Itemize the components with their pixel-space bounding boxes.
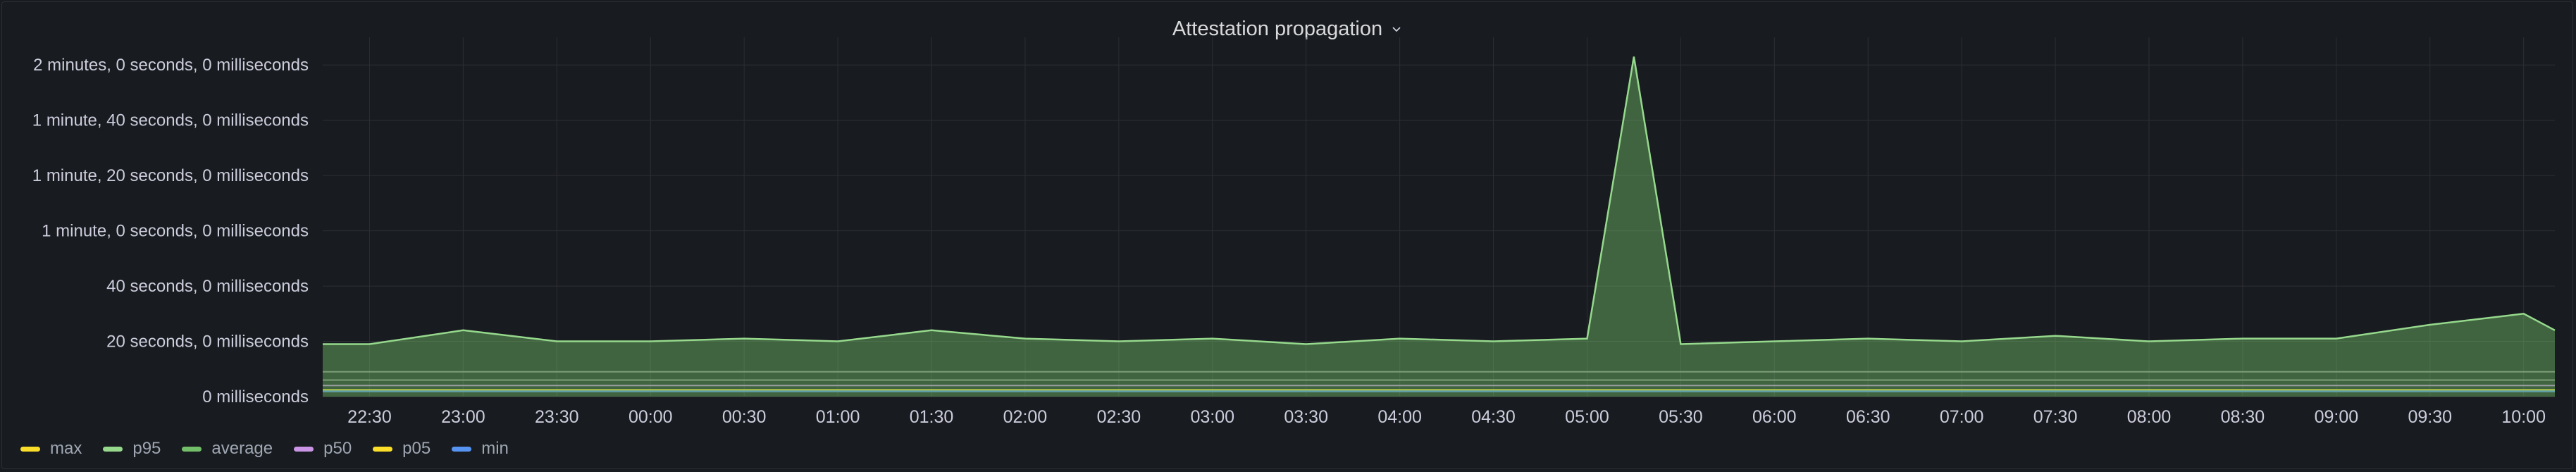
x-tick-label: 00:30 [722, 407, 767, 427]
x-tick-label: 08:00 [2127, 407, 2172, 427]
legend-swatch [103, 446, 123, 452]
legend-swatch [182, 446, 202, 452]
legend-swatch [373, 446, 393, 452]
legend-item-max[interactable]: max [20, 439, 82, 459]
legend-swatch [294, 446, 314, 452]
legend-label: p95 [132, 439, 161, 458]
legend-label: max [50, 439, 82, 458]
x-tick-label: 01:30 [910, 407, 954, 427]
legend-item-p05[interactable]: p05 [373, 439, 431, 459]
panel-header: Attestation propagation [2, 2, 2572, 56]
x-tick-label: 02:00 [1003, 407, 1048, 427]
x-tick-label: 03:00 [1190, 407, 1234, 427]
legend-item-p50[interactable]: p50 [294, 439, 352, 459]
series-max-area [323, 56, 2555, 397]
y-tick-label: 1 minute, 0 seconds, 0 milliseconds [42, 222, 309, 241]
panel-title: Attestation propagation [1172, 17, 1383, 40]
x-tick-label: 03:30 [1284, 407, 1328, 427]
panel-title-menu[interactable]: Attestation propagation [1172, 18, 1402, 41]
series-max-line [323, 56, 2556, 345]
x-tick-label: 23:00 [441, 407, 485, 427]
y-tick-label: 2 minutes, 0 seconds, 0 milliseconds [33, 56, 309, 75]
x-tick-label: 04:00 [1377, 407, 1422, 427]
x-tick-label: 05:00 [1565, 407, 1609, 427]
legend-label: average [211, 439, 273, 458]
x-tick-label: 05:30 [1659, 407, 1703, 427]
x-tick-label: 09:00 [2315, 407, 2359, 427]
y-tick-label: 1 minute, 20 seconds, 0 milliseconds [32, 166, 309, 185]
legend-label: p50 [323, 439, 352, 458]
chevron-down-icon [1392, 27, 1401, 32]
legend: max p95 average p50 p05 min [20, 436, 509, 461]
x-tick-label: 04:30 [1471, 407, 1516, 427]
y-tick-label: 40 seconds, 0 milliseconds [106, 277, 309, 296]
legend-item-min[interactable]: min [452, 439, 509, 459]
legend-item-average[interactable]: average [182, 439, 273, 459]
y-tick-label: 20 seconds, 0 milliseconds [106, 333, 309, 352]
x-tick-label: 06:30 [1846, 407, 1890, 427]
x-tick-label: 22:30 [347, 407, 392, 427]
y-tick-label: 1 minute, 40 seconds, 0 milliseconds [32, 111, 309, 130]
x-tick-label: 08:30 [2221, 407, 2265, 427]
x-tick-label: 23:30 [535, 407, 579, 427]
x-tick-label: 02:30 [1097, 407, 1141, 427]
legend-label: min [481, 439, 509, 458]
legend-swatch [452, 446, 472, 452]
x-tick-label: 06:00 [1752, 407, 1797, 427]
legend-swatch [20, 446, 40, 452]
x-tick-label: 07:30 [2033, 407, 2078, 427]
x-tick-label: 07:00 [1940, 407, 1984, 427]
x-tick-label: 09:30 [2408, 407, 2452, 427]
legend-item-p95[interactable]: p95 [103, 439, 161, 459]
x-tick-label: 01:00 [816, 407, 860, 427]
legend-label: p05 [402, 439, 431, 458]
x-tick-label: 10:00 [2501, 407, 2546, 427]
x-tick-label: 00:00 [628, 407, 673, 427]
y-tick-label: 0 milliseconds [202, 387, 309, 406]
grid [323, 37, 2555, 397]
